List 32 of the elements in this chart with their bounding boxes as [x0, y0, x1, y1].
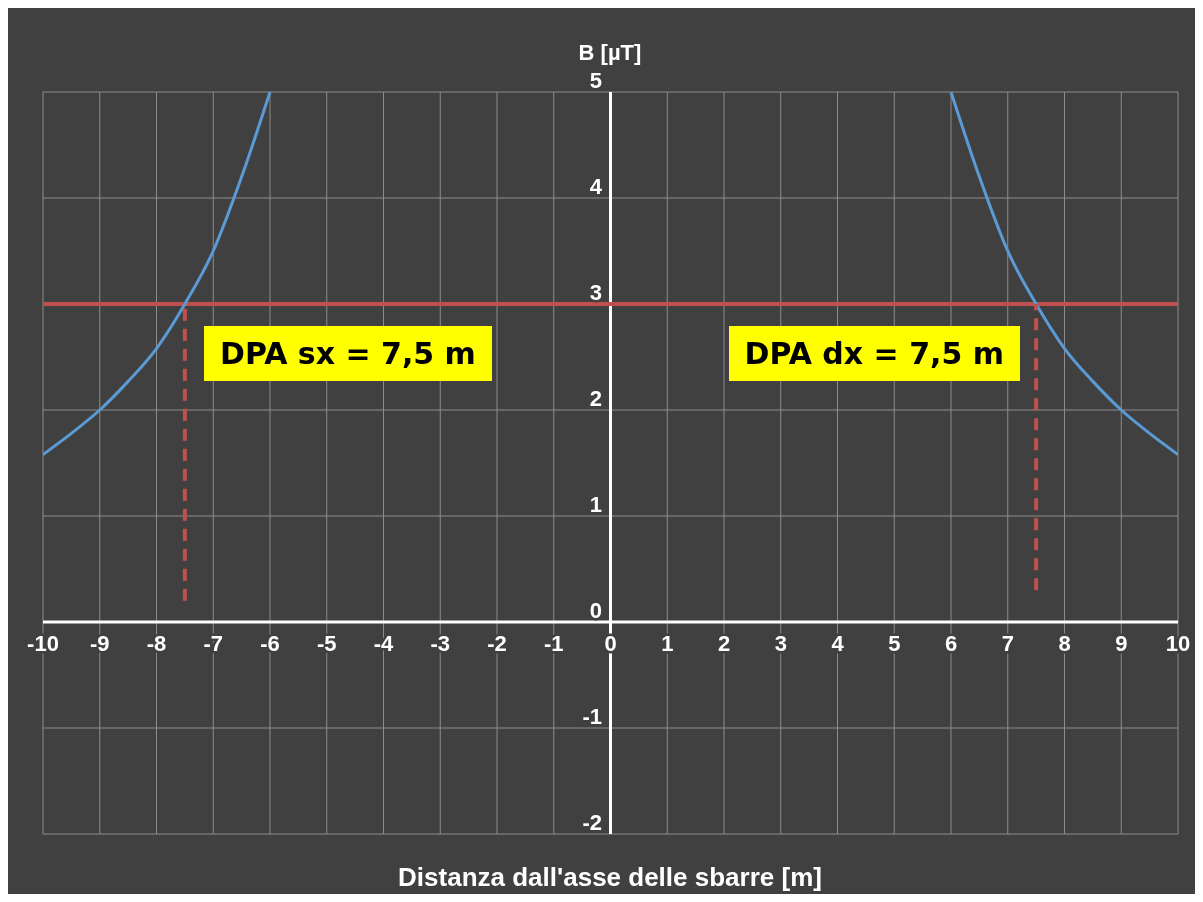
x-tick-label: -1: [543, 630, 564, 656]
y-axis-title: B [µT]: [578, 40, 642, 65]
y-tick-label: 0: [589, 598, 602, 623]
annotation: DPA dx = 7,5 m: [728, 326, 1020, 382]
y-tick-label: 4: [589, 174, 603, 199]
x-tick-label: 4: [831, 630, 845, 656]
x-tick-label: 5: [888, 630, 901, 656]
x-tick-label: -10: [27, 630, 59, 656]
x-tick-label: -6: [260, 630, 280, 656]
y-tick-label: 1: [589, 492, 602, 517]
x-tick-label: 3: [774, 630, 787, 656]
x-axis-title: Distanza dall'asse delle sbarre [m]: [398, 862, 822, 892]
x-tick-label: 2: [717, 630, 731, 656]
x-tick-label: -8: [146, 630, 167, 656]
y-tick-label: -1: [582, 704, 602, 729]
x-tick-label: 9: [1115, 630, 1128, 656]
y-tick-label: 5: [589, 68, 602, 93]
x-tick-label: 1: [661, 630, 674, 656]
x-tick-label: 6: [944, 630, 958, 656]
x-tick-label: 8: [1058, 630, 1071, 656]
x-tick-label: -2: [487, 630, 507, 656]
x-tick-label: -5: [316, 630, 337, 656]
x-tick-label: -4: [373, 630, 395, 656]
x-tick-label: -9: [89, 630, 110, 656]
y-tick-label: 3: [589, 280, 602, 305]
annotation: DPA sx = 7,5 m: [204, 326, 492, 382]
y-tick-label: 2: [589, 386, 602, 411]
x-tick-label: 10: [1165, 630, 1191, 656]
y-tick-label: -2: [582, 810, 602, 835]
x-tick-label: -3: [430, 630, 451, 656]
x-tick-label: 7: [1001, 630, 1014, 656]
x-tick-label: -7: [203, 630, 224, 656]
